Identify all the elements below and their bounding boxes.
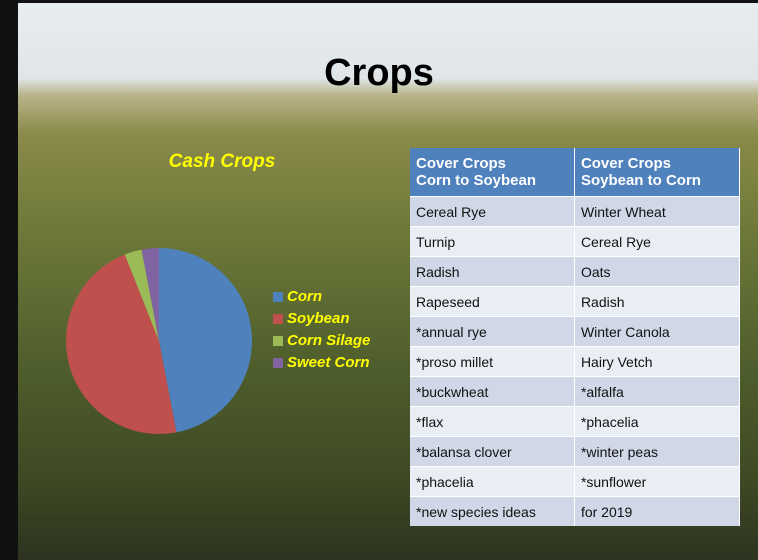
legend-swatch (273, 336, 283, 346)
slide: Crops Cash Crops CornSoybeanCorn SilageS… (0, 0, 758, 560)
table-cell: Hairy Vetch (574, 347, 739, 377)
table-cell: *buckwheat (410, 377, 574, 407)
legend-label: Sweet Corn (287, 354, 370, 371)
table-row: *flax*phacelia (410, 407, 740, 437)
table-cell: Winter Canola (574, 317, 739, 347)
table-cell: *balansa clover (410, 437, 574, 467)
table-cell: Radish (574, 287, 739, 317)
legend-swatch (273, 292, 283, 302)
table-row: *phacelia*sunflower (410, 467, 740, 497)
table-cell: Winter Wheat (574, 197, 739, 227)
table-cell: *sunflower (574, 467, 739, 497)
table-cell: *winter peas (574, 437, 739, 467)
table-cell: Cereal Rye (574, 227, 739, 257)
table-cell: *phacelia (574, 407, 739, 437)
header-cell: Cover Crops Corn to Soybean (410, 148, 574, 197)
legend-swatch (273, 314, 283, 324)
table-cell: *annual rye (410, 317, 574, 347)
table-cell: *proso millet (410, 347, 574, 377)
table-cell: Rapeseed (410, 287, 574, 317)
legend-label: Soybean (287, 310, 350, 327)
legend-swatch (273, 358, 283, 368)
table-cell: *phacelia (410, 467, 574, 497)
legend-label: Corn Silage (287, 332, 370, 349)
table-row: *buckwheat*alfalfa (410, 377, 740, 407)
legend-label: Corn (287, 288, 322, 305)
table-cell: *flax (410, 407, 574, 437)
table-cell: *alfalfa (574, 377, 739, 407)
table-cell: Radish (410, 257, 574, 287)
chart-title: Cash Crops (169, 151, 276, 172)
table-cell: *new species ideas (410, 497, 574, 527)
table-cell: for 2019 (574, 497, 739, 527)
table-row: *balansa clover*winter peas (410, 437, 740, 467)
table-cell: Cereal Rye (410, 197, 574, 227)
pie-slice (159, 248, 252, 432)
header-cell: Cover Crops Soybean to Corn (574, 148, 739, 197)
table-cell: Oats (574, 257, 739, 287)
table-cell: Turnip (410, 227, 574, 257)
